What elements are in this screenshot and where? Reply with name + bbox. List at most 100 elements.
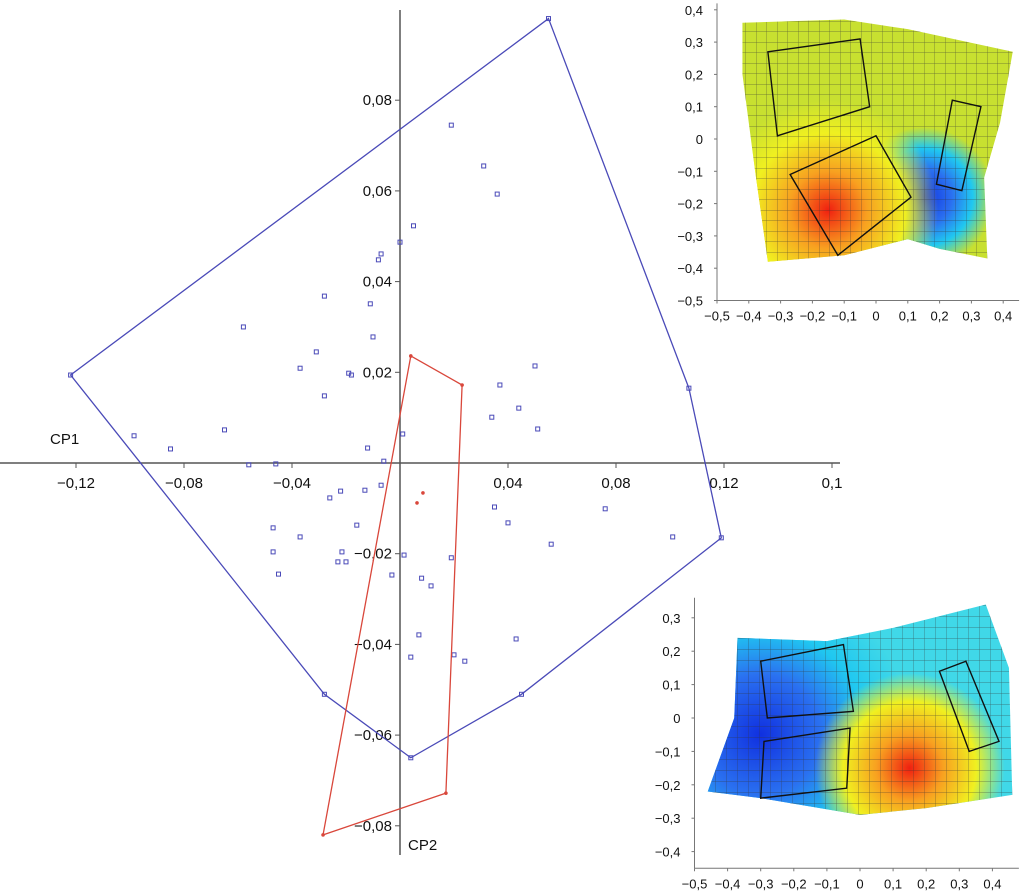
- hull-vertex-point: [686, 385, 692, 391]
- x-tick-label: −0,2: [781, 876, 807, 891]
- data-point: [222, 427, 227, 433]
- x-tick-label: −0,5: [704, 309, 730, 324]
- data-point: [367, 301, 373, 307]
- data-point: [481, 163, 487, 169]
- x-tick-label: 0,08: [601, 475, 630, 492]
- data-point: [297, 534, 303, 540]
- hull-vertex-point: [460, 383, 464, 387]
- data-point: [419, 575, 425, 581]
- landmark-outline: [935, 99, 982, 192]
- data-point: [343, 559, 349, 565]
- y-tick-label: −0,04: [354, 636, 392, 653]
- x-tick-label: −0,12: [57, 475, 95, 492]
- landmark-outline: [789, 134, 912, 257]
- data-point: [370, 334, 376, 340]
- x-tick-label: −0,1: [814, 876, 840, 891]
- data-point: [327, 495, 333, 501]
- data-point: [421, 491, 425, 495]
- data-point: [411, 223, 416, 229]
- data-point: [335, 559, 341, 565]
- y-tick-label: −0,4: [677, 261, 703, 276]
- hull-vertex-point: [409, 354, 413, 358]
- data-point: [273, 461, 279, 467]
- y-tick-label: 0,3: [662, 611, 680, 626]
- x-tick-label: −0,08: [165, 475, 203, 492]
- x-tick-label: 0,04: [493, 475, 522, 492]
- x-tick-label: 0,2: [917, 876, 935, 891]
- data-point: [494, 191, 500, 197]
- x-tick-label: 0,1: [899, 309, 917, 324]
- landmark-outline: [938, 660, 1000, 753]
- y-tick-label: −0,1: [677, 164, 703, 179]
- data-point: [462, 658, 468, 664]
- data-point: [602, 506, 608, 512]
- data-point: [451, 652, 457, 658]
- hull-vertex-point: [321, 691, 327, 697]
- data-point: [354, 522, 360, 528]
- y-tick-label: −0,2: [655, 778, 681, 793]
- data-point: [415, 501, 419, 505]
- data-point: [168, 446, 173, 452]
- main-pca-scatter: CP1 CP2 −0,12 −0,08 −0,04 0,04 0,08 0,12 0,1 0,…: [0, 10, 842, 855]
- x-tick-label: −0,4: [715, 876, 741, 891]
- data-point: [532, 363, 538, 369]
- y-tick-label: −0,2: [677, 197, 703, 212]
- hull-vertex-point: [321, 833, 325, 837]
- data-point: [401, 552, 407, 558]
- data-point: [535, 426, 541, 432]
- y-tick-label: −0,1: [655, 744, 681, 759]
- x-tick-label: −0,1: [831, 309, 857, 324]
- convex-hull-blue: [69, 17, 723, 759]
- y-tick-label: −0,3: [677, 229, 703, 244]
- data-point: [246, 462, 252, 468]
- data-point: [362, 487, 368, 493]
- x-tick-label: 0,1: [822, 475, 843, 492]
- y-tick-label: 0: [696, 132, 703, 147]
- x-tick-label: 0,1: [884, 876, 902, 891]
- x-tick-label: −0,2: [800, 309, 826, 324]
- data-point: [670, 534, 676, 540]
- data-point: [381, 458, 387, 464]
- y-tick-label: 0,06: [363, 183, 392, 200]
- data-point: [497, 382, 503, 388]
- data-point: [548, 541, 554, 547]
- data-point: [321, 393, 327, 399]
- y-tick-label: 0,2: [685, 67, 703, 82]
- x-tick-label: 0,4: [994, 309, 1012, 324]
- y-tick-label: −0,08: [354, 818, 392, 835]
- hull-vertex-point: [408, 755, 414, 761]
- data-point: [339, 549, 345, 555]
- data-point: [378, 482, 384, 488]
- convex-hull-red: [322, 354, 463, 836]
- data-point: [492, 504, 497, 510]
- data-point: [448, 555, 454, 561]
- data-point: [348, 372, 354, 378]
- data-point: [313, 349, 319, 355]
- y-tick-label: −0,3: [655, 811, 681, 826]
- landmark-outline: [759, 727, 851, 799]
- data-point: [297, 365, 303, 371]
- y-tick-label: 0: [673, 711, 680, 726]
- hull-vertex-point: [546, 16, 551, 22]
- x-tick-label: 0,12: [709, 475, 738, 492]
- data-point: [397, 239, 403, 245]
- x-tick-label: −0,5: [682, 876, 708, 891]
- y-tick-label: −0,02: [354, 546, 392, 563]
- x-tick-label: −0,3: [748, 876, 774, 891]
- data-point: [505, 520, 511, 526]
- data-point: [375, 257, 381, 263]
- x-tick-label: 0,4: [983, 876, 1001, 891]
- data-point: [400, 431, 406, 437]
- hull-vertex-point: [444, 791, 448, 795]
- x-tick-label: 0: [856, 876, 863, 891]
- y-tick-label: 0,3: [685, 35, 703, 50]
- y-tick-label: −0,5: [677, 294, 703, 309]
- x-tick-label: 0,3: [950, 876, 968, 891]
- data-point: [276, 571, 281, 577]
- x-tick-label: −0,4: [736, 309, 762, 324]
